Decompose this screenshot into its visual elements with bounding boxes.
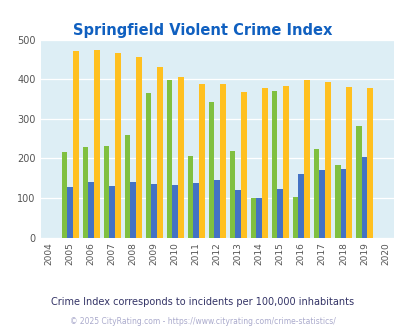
Bar — [355, 126, 361, 238]
Bar — [62, 152, 67, 238]
Bar — [136, 57, 141, 238]
Bar — [366, 87, 372, 238]
Bar — [72, 51, 78, 238]
Bar — [208, 102, 214, 238]
Bar — [334, 165, 340, 238]
Bar — [256, 198, 262, 238]
Bar — [94, 50, 99, 238]
Bar — [157, 67, 162, 238]
Bar — [271, 91, 277, 238]
Bar — [177, 77, 183, 238]
Bar — [345, 87, 351, 238]
Bar — [214, 180, 220, 238]
Bar — [235, 190, 241, 238]
Bar — [292, 197, 298, 238]
Bar — [187, 156, 193, 238]
Bar — [67, 187, 72, 238]
Bar — [277, 189, 282, 238]
Bar — [145, 93, 151, 238]
Bar — [115, 53, 120, 238]
Bar — [166, 80, 172, 238]
Bar — [324, 82, 330, 238]
Text: Crime Index corresponds to incidents per 100,000 inhabitants: Crime Index corresponds to incidents per… — [51, 297, 354, 307]
Bar — [103, 146, 109, 238]
Bar — [298, 174, 303, 238]
Bar — [303, 80, 309, 238]
Bar — [241, 92, 246, 238]
Bar — [130, 182, 136, 238]
Bar — [198, 84, 204, 238]
Bar — [250, 198, 256, 238]
Bar — [82, 147, 88, 238]
Bar — [151, 184, 157, 238]
Bar — [172, 185, 177, 238]
Bar — [361, 157, 366, 238]
Bar — [88, 182, 94, 238]
Bar — [124, 135, 130, 238]
Bar — [282, 85, 288, 238]
Bar — [220, 83, 225, 238]
Bar — [193, 183, 198, 238]
Bar — [313, 148, 319, 238]
Text: Springfield Violent Crime Index: Springfield Violent Crime Index — [73, 23, 332, 38]
Bar — [262, 88, 267, 238]
Text: © 2025 CityRating.com - https://www.cityrating.com/crime-statistics/: © 2025 CityRating.com - https://www.city… — [70, 317, 335, 326]
Bar — [229, 151, 235, 238]
Bar — [109, 186, 115, 238]
Bar — [319, 170, 324, 238]
Bar — [340, 170, 345, 238]
